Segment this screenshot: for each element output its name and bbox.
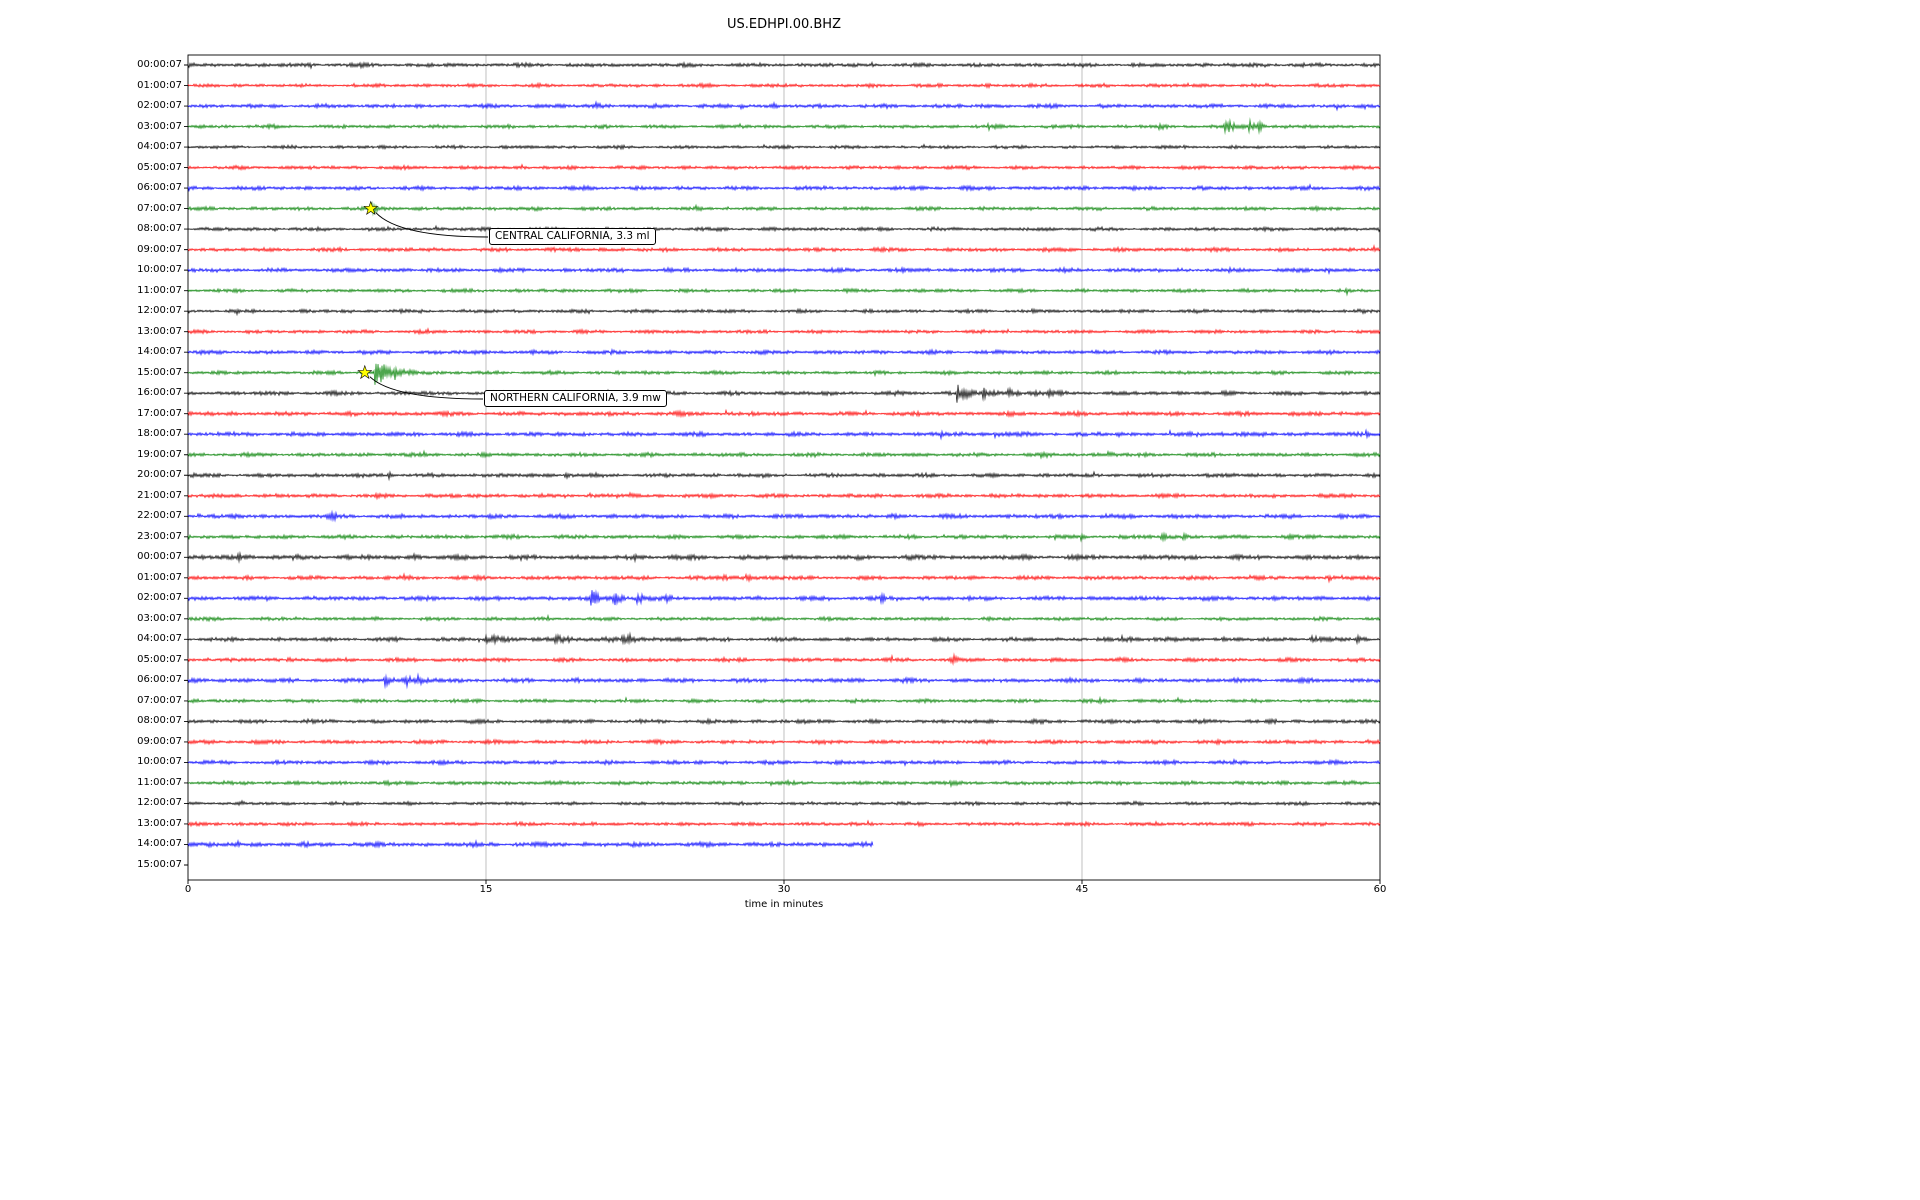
y-axis-label: 01:00:07: [137, 571, 182, 583]
y-axis-label: 13:00:07: [137, 325, 182, 337]
x-axis-tick-label: 15: [479, 884, 493, 895]
y-axis-label: 10:00:07: [137, 264, 182, 276]
y-axis-label: 09:00:07: [137, 243, 182, 255]
x-axis-tick-label: 60: [1373, 884, 1387, 895]
y-axis-label: 06:00:07: [137, 182, 182, 194]
event-callout: CENTRAL CALIFORNIA, 3.3 ml: [489, 228, 656, 245]
chart-title: US.EDHPI.00.BHZ: [727, 17, 841, 32]
x-axis-tick-label: 45: [1075, 884, 1089, 895]
y-axis-label: 00:00:07: [137, 551, 182, 563]
y-axis-label: 08:00:07: [137, 715, 182, 727]
y-axis-label: 20:00:07: [137, 469, 182, 481]
y-axis-label: 11:00:07: [137, 284, 182, 296]
y-axis-label: 14:00:07: [137, 346, 182, 358]
y-axis-label: 22:00:07: [137, 510, 182, 522]
x-axis-title: time in minutes: [744, 899, 824, 910]
y-axis-label: 12:00:07: [137, 305, 182, 317]
y-axis-label: 02:00:07: [137, 592, 182, 604]
y-axis-label: 11:00:07: [137, 776, 182, 788]
y-axis-label: 18:00:07: [137, 428, 182, 440]
y-axis-label: 07:00:07: [137, 694, 182, 706]
event-callout: NORTHERN CALIFORNIA, 3.9 mw: [484, 390, 667, 407]
y-axis-label: 09:00:07: [137, 735, 182, 747]
x-axis-tick-label: 0: [184, 884, 192, 895]
y-axis-label: 10:00:07: [137, 756, 182, 768]
y-axis-label: 06:00:07: [137, 674, 182, 686]
y-axis-label: 15:00:07: [137, 366, 182, 378]
y-axis-label: 13:00:07: [137, 817, 182, 829]
x-axis-tick-label: 30: [777, 884, 791, 895]
y-axis-label: 03:00:07: [137, 612, 182, 624]
y-axis-label: 02:00:07: [137, 100, 182, 112]
y-axis-label: 16:00:07: [137, 387, 182, 399]
y-axis-label: 23:00:07: [137, 530, 182, 542]
y-axis-label: 07:00:07: [137, 202, 182, 214]
y-axis-label: 00:00:07: [137, 59, 182, 70]
y-axis-label: 12:00:07: [137, 797, 182, 809]
y-axis-label: 15:00:07: [137, 859, 182, 870]
y-axis-label: 21:00:07: [137, 489, 182, 501]
y-axis-label: 04:00:07: [137, 633, 182, 645]
y-axis-label: 05:00:07: [137, 653, 182, 665]
y-axis-label: 08:00:07: [137, 223, 182, 235]
y-axis-label: 01:00:07: [137, 79, 182, 91]
y-axis-label: 19:00:07: [137, 448, 182, 460]
y-axis-label: 17:00:07: [137, 407, 182, 419]
y-axis-label: 05:00:07: [137, 161, 182, 173]
y-axis-label: 04:00:07: [137, 141, 182, 153]
y-axis-label: 03:00:07: [137, 120, 182, 132]
y-axis-label: 14:00:07: [137, 838, 182, 850]
